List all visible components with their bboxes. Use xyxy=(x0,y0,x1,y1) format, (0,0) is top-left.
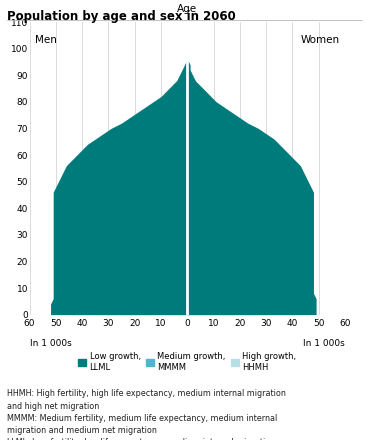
Legend: Low growth,
LLML, Medium growth,
MMMM, High growth,
HHMH: Low growth, LLML, Medium growth, MMMM, H… xyxy=(78,352,297,372)
Text: HHMH: High fertility, high life expectancy, medium internal migration
and high n: HHMH: High fertility, high life expectan… xyxy=(7,389,286,440)
Text: Age: Age xyxy=(177,4,197,14)
Text: Population by age and sex in 2060: Population by age and sex in 2060 xyxy=(7,10,236,23)
Text: Men: Men xyxy=(35,35,57,45)
Text: In 1 000s: In 1 000s xyxy=(303,338,345,348)
Text: In 1 000s: In 1 000s xyxy=(30,338,71,348)
Text: Women: Women xyxy=(301,35,340,45)
